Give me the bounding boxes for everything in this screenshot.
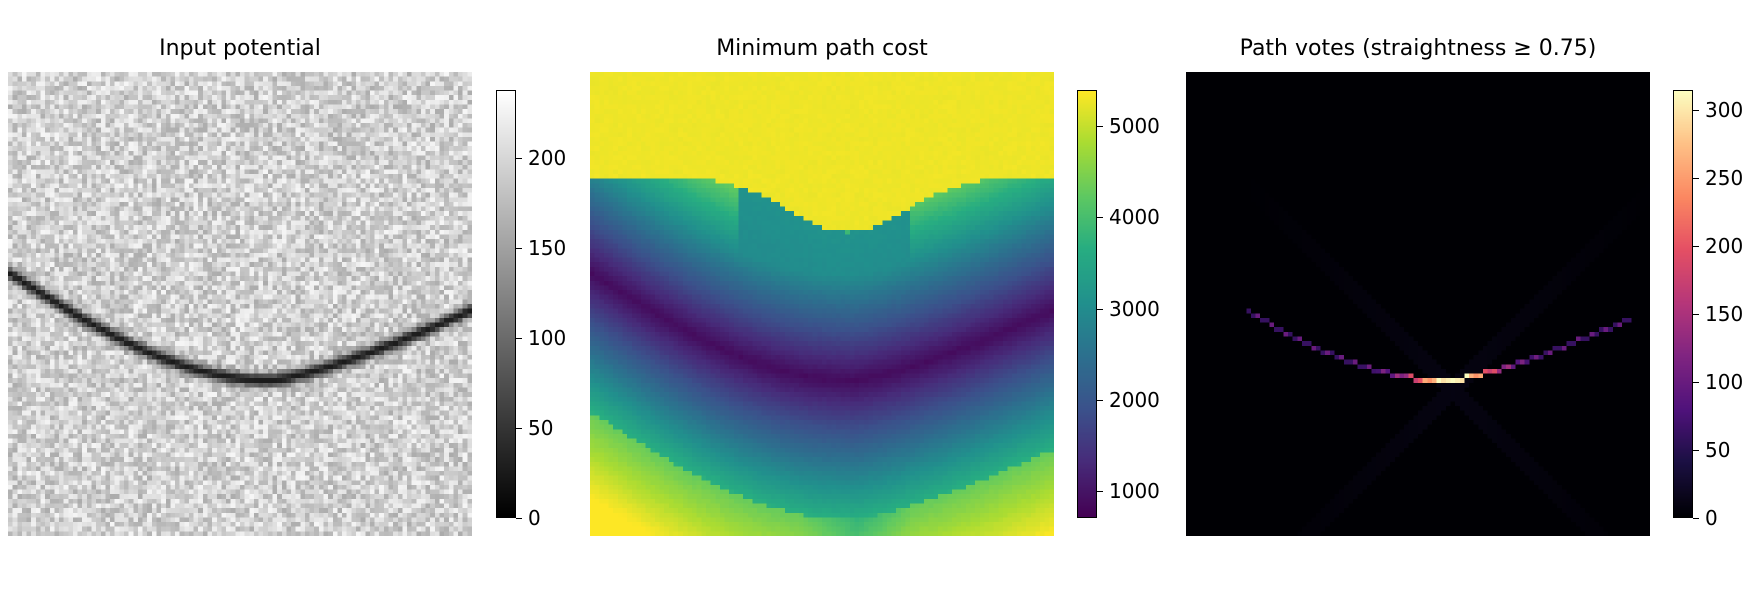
colorbar-tick (516, 338, 522, 339)
colorbar-tick (1097, 126, 1103, 127)
colorbar-tick-label: 4000 (1109, 205, 1160, 229)
colorbar-tick-label: 200 (528, 146, 567, 170)
colorbar-tick-label: 5000 (1109, 114, 1160, 138)
heatmap-path-votes (1186, 72, 1650, 536)
colorbar-tick (1693, 314, 1699, 315)
colorbar-minimum-path-cost (1077, 90, 1097, 518)
chart-title: Path votes (straightness ≥ 0.75) (1239, 36, 1597, 61)
colorbar-tick-label: 50 (528, 416, 554, 440)
colorbar-tick (1693, 450, 1699, 451)
colorbar-tick-label: 150 (1705, 302, 1744, 326)
colorbar-path-votes (1673, 90, 1693, 518)
chart-title: Input potential (159, 36, 321, 61)
colorbar-tick-label: 100 (1705, 370, 1744, 394)
colorbar-tick (1097, 217, 1103, 218)
colorbar-tick (516, 158, 522, 159)
colorbar-tick (1693, 110, 1699, 111)
colorbar-tick (1693, 382, 1699, 383)
colorbar-tick-label: 100 (528, 326, 567, 350)
heatmap-input-potential (8, 72, 472, 536)
colorbar-tick-label: 200 (1705, 234, 1744, 258)
colorbar-tick (516, 518, 522, 519)
chart-title: Minimum path cost (716, 36, 928, 61)
colorbar-tick-label: 0 (1705, 506, 1718, 530)
colorbar-tick-label: 250 (1705, 166, 1744, 190)
colorbar-tick-label: 50 (1705, 438, 1731, 462)
colorbar-tick-label: 0 (528, 506, 541, 530)
colorbar-tick (1693, 518, 1699, 519)
colorbar-tick-label: 3000 (1109, 297, 1160, 321)
colorbar-tick (1693, 178, 1699, 179)
colorbar-tick (516, 248, 522, 249)
colorbar-tick-label: 300 (1705, 98, 1744, 122)
heatmap-minimum-path-cost (590, 72, 1054, 536)
colorbar-tick-label: 2000 (1109, 388, 1160, 412)
colorbar-tick-label: 1000 (1109, 479, 1160, 503)
colorbar-tick (1693, 246, 1699, 247)
colorbar-tick (1097, 491, 1103, 492)
colorbar-input-potential (496, 90, 516, 518)
colorbar-tick (1097, 400, 1103, 401)
colorbar-tick (516, 428, 522, 429)
colorbar-tick-label: 150 (528, 236, 567, 260)
colorbar-tick (1097, 309, 1103, 310)
